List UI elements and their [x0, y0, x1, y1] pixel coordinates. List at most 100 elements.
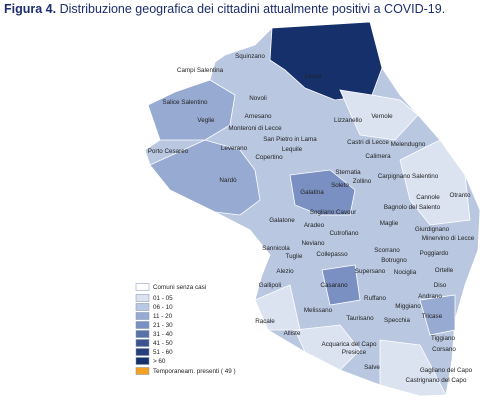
place-label: Porto Cesareo: [148, 148, 189, 155]
place-label: Casarano: [320, 282, 348, 289]
legend-swatch: [135, 294, 150, 302]
place-label: Monteroni di Lecce: [228, 125, 282, 132]
place-label: Corsano: [432, 346, 456, 353]
place-label: Galatone: [269, 217, 295, 224]
place-label: Lequile: [282, 146, 303, 153]
place-label: Squinzano: [235, 53, 265, 60]
legend-swatch: [135, 348, 150, 356]
region: [321, 264, 361, 306]
legend-swatch: [135, 312, 150, 320]
place-label: Gallipoli: [259, 282, 281, 289]
place-label: Sannicola: [262, 245, 290, 252]
figure-title: Figura 4. Distribuzione geografica dei c…: [4, 2, 445, 16]
region: [149, 139, 261, 216]
region: [294, 324, 361, 371]
region: [419, 294, 456, 336]
legend-label: 01 - 05: [153, 295, 173, 302]
place-label: Nardò: [219, 177, 237, 184]
place-label: Botrugno: [381, 257, 407, 264]
place-label: Presicce: [342, 349, 367, 356]
figure-text: Distribuzione geografica dei cittadini a…: [59, 2, 446, 16]
place-label: Campi Salentina: [177, 67, 224, 74]
place-label: Taurisano: [346, 315, 374, 322]
place-label: Castri di Lecce: [347, 139, 389, 146]
place-label: Diso: [434, 282, 447, 289]
region: [379, 339, 447, 397]
place-label: Sternatia: [335, 169, 361, 176]
place-label: Leverano: [221, 145, 248, 152]
place-label: Tricase: [422, 313, 443, 320]
place-label: Arnesano: [245, 113, 272, 120]
place-label: Ortelle: [435, 267, 454, 274]
place-label: Novoli: [249, 95, 267, 102]
figure-label: Figura 4.: [4, 2, 57, 16]
legend-label: 11 - 20: [153, 313, 173, 320]
legend-swatch: [135, 357, 150, 365]
region-lecce: [269, 21, 383, 101]
legend-label: Temporaneam. presenti ( 49 ): [153, 368, 236, 375]
place-label: Poggiardo: [420, 250, 449, 257]
place-label: Calimera: [365, 153, 391, 160]
place-label: Salice Salentino: [162, 99, 208, 106]
place-label: Salve: [364, 364, 380, 371]
place-label: Otranto: [450, 192, 471, 199]
legend-swatch: [135, 283, 150, 291]
place-label: Cutrofiano: [329, 230, 359, 237]
place-label: Miggiano: [395, 303, 421, 310]
legend-swatch: [135, 330, 150, 338]
legend-label: 31 - 40: [153, 331, 173, 338]
place-label: Veglie: [197, 117, 215, 124]
place-label: Acquarica del Capo: [322, 341, 377, 348]
legend-swatch: [135, 321, 150, 329]
place-label: Carpignano Salentino: [378, 173, 439, 180]
legend-swatch: [135, 339, 150, 347]
legend-swatch: [135, 303, 150, 311]
place-label: Minervino di Lecce: [422, 235, 475, 242]
legend-label: 51 - 60: [153, 349, 173, 356]
place-label: Vernole: [371, 113, 393, 120]
region: [289, 169, 356, 216]
region: [147, 79, 236, 141]
legend-label: 41 - 50: [153, 340, 173, 347]
legend-swatch: [135, 367, 150, 375]
place-label: Castrignano del Capo: [406, 377, 467, 384]
place-label: Zollino: [353, 178, 372, 185]
place-label: Tiggiano: [431, 335, 455, 342]
place-label: San Pietro in Lama: [263, 136, 317, 143]
place-label: Tuglie: [286, 253, 303, 260]
place-label: Cannole: [416, 194, 440, 201]
place-label: Andrano: [418, 293, 442, 300]
place-label: Soleto: [331, 182, 349, 189]
place-label: Melissano: [304, 307, 333, 314]
region: [399, 139, 471, 226]
map-regions: [144, 21, 481, 397]
place-label: Giurdignano: [415, 226, 450, 233]
region: [339, 89, 419, 141]
place-label: Neviano: [301, 240, 325, 247]
legend-label: Comuni senza casi: [153, 284, 206, 291]
place-label: Nociglia: [394, 269, 417, 276]
place-label: Specchia: [384, 317, 410, 324]
place-label: Copertino: [255, 154, 283, 161]
place-label: Collepasso: [316, 251, 348, 258]
region: [254, 284, 301, 331]
place-label: Lecce: [305, 73, 322, 80]
place-label: Aradeo: [304, 222, 325, 229]
place-label: Alliste: [284, 330, 301, 337]
place-label: Maglie: [380, 220, 399, 227]
legend-label: 21 - 30: [153, 322, 173, 329]
place-label: Bagnolo del Salento: [384, 204, 441, 211]
place-label: Racale: [255, 318, 275, 325]
place-label: Supersano: [355, 268, 386, 275]
place-label: Melendugno: [391, 141, 426, 148]
place-label: Lizzanello: [334, 117, 363, 124]
place-label: Galatina: [300, 189, 324, 196]
place-label: Gagliano del Capo: [420, 367, 473, 374]
place-label: Alezio: [276, 268, 294, 275]
place-label: Scorrano: [374, 247, 400, 254]
legend-label: > 60: [153, 358, 166, 365]
place-label: Sogliano Cavour: [310, 209, 357, 216]
place-label: Ruffano: [364, 295, 386, 302]
